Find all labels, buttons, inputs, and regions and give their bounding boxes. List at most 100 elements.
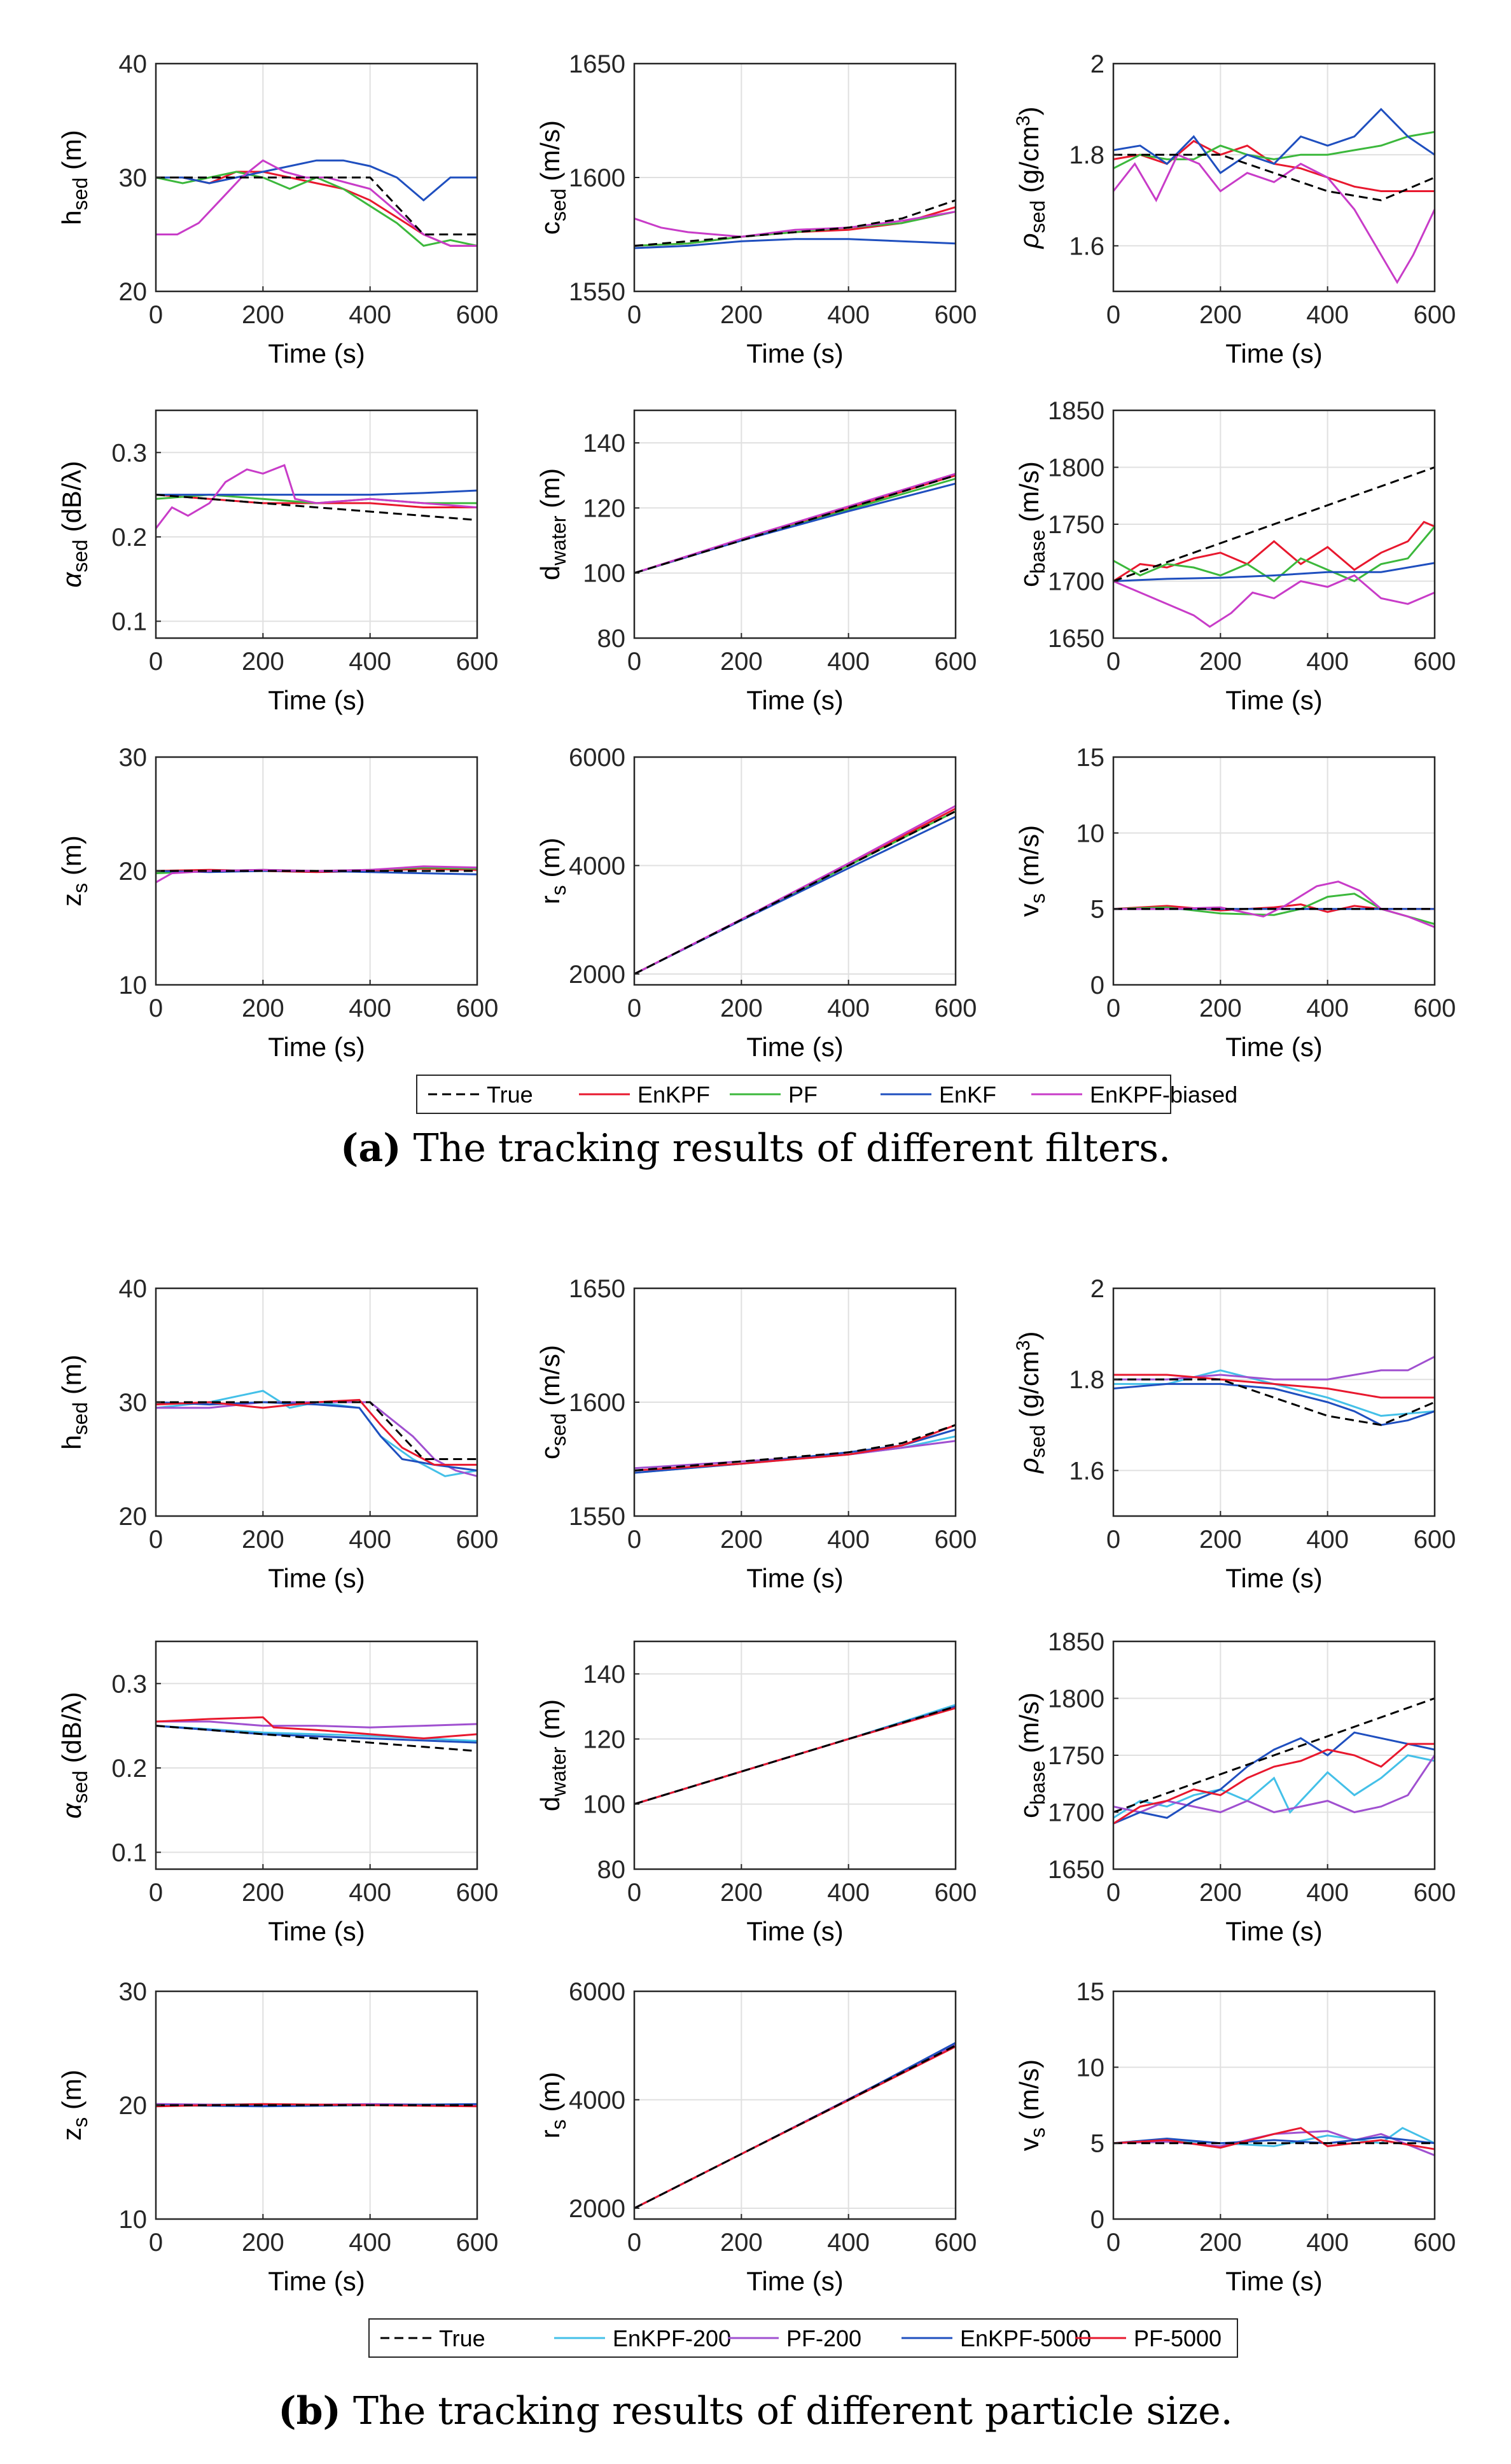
y-tick-label: 1550: [569, 1503, 625, 1531]
y-tick-label: 2000: [569, 961, 625, 989]
series-line-true: [634, 1424, 956, 1472]
legend-label: PF-200: [786, 2325, 861, 2351]
y-tick-label: 140: [583, 1660, 625, 1688]
chart-b-7: 0 200 400 600 2000 4000 6000 Time (s) rs (m): [535, 1978, 977, 2296]
caption-b: (b) The tracking results of different pa…: [0, 2389, 1511, 2433]
series-line-enkpf-200: [1113, 1754, 1435, 1819]
caption-b-label: (b): [278, 2389, 341, 2433]
chart-b-2: 0 200 400 600 1.6 1.8 2 Time (s) ρsed (g/cm3): [1013, 1275, 1456, 1593]
x-tick-label: 400: [1306, 2229, 1349, 2257]
x-tick-label: 600: [456, 2229, 499, 2257]
y-tick-label: 1650: [1048, 625, 1104, 653]
series-line-enkpf-5000: [1113, 1382, 1435, 1426]
y-tick-label: 4000: [569, 2086, 625, 2114]
series-line-pf-5000: [155, 1716, 478, 1740]
y-axis-label: zs (m): [57, 2070, 92, 2141]
x-tick-label: 200: [242, 1526, 284, 1554]
x-axis-label: Time (s): [268, 2266, 365, 2296]
y-axis-label: vs (m/s): [1014, 825, 1049, 917]
y-tick-label: 1700: [1048, 1799, 1104, 1827]
x-tick-label: 200: [720, 301, 763, 329]
chart-a-1: 0 200 400 600 1550 1600 1650 Time (s) csed (m/s): [535, 50, 977, 368]
x-tick-label: 400: [349, 648, 391, 676]
legend-label: EnKPF-200: [613, 2325, 731, 2351]
x-tick-label: 0: [149, 1879, 163, 1907]
y-tick-label: 1.8: [1069, 141, 1104, 169]
chart-b-1: 0 200 400 600 1550 1600 1650 Time (s) csed (m/s): [535, 1275, 977, 1593]
caption-a-label: (a): [340, 1126, 401, 1171]
series-line-enkpf-200: [1113, 1369, 1435, 1417]
series-line-enkf: [1113, 562, 1435, 582]
x-tick-label: 200: [1199, 301, 1242, 329]
x-tick-label: 600: [456, 1879, 499, 1907]
x-tick-label: 600: [935, 301, 977, 329]
x-tick-label: 200: [1199, 994, 1242, 1022]
y-axis-label: dwater (m): [535, 468, 570, 580]
y-tick-label: 140: [583, 429, 625, 457]
x-tick-label: 200: [242, 2229, 284, 2257]
x-tick-label: 400: [349, 994, 391, 1022]
x-tick-label: 200: [720, 994, 763, 1022]
x-tick-label: 0: [627, 1879, 641, 1907]
legend-label: EnKF: [939, 1082, 996, 1108]
x-tick-label: 200: [1199, 648, 1242, 676]
series-line-enkf: [156, 159, 477, 202]
y-axis-label: ρsed (g/cm3): [1013, 106, 1049, 249]
series-line-true: [1113, 1378, 1435, 1426]
y-tick-label: 1.6: [1069, 1457, 1104, 1485]
x-tick-label: 0: [149, 2229, 163, 2257]
y-axis-label: vs (m/s): [1014, 2059, 1049, 2151]
chart-b-3: 0 200 400 600 0.1 0.2 0.3 Time (s) αsed (dB/λ): [57, 1640, 499, 1946]
legend-label: EnKPF-5000: [960, 2325, 1091, 2351]
y-axis-label: cbase (m/s): [1014, 1692, 1049, 1818]
axes-frame: [155, 409, 478, 639]
y-tick-label: 6000: [569, 1978, 625, 2006]
y-axis-label: csed (m/s): [535, 1345, 570, 1459]
series-line-enkpf-biased: [155, 464, 478, 529]
plot-area: [1113, 64, 1435, 291]
series-line-true: [155, 1725, 478, 1752]
series-line-enkpf-5000: [155, 1725, 478, 1744]
x-tick-label: 0: [1106, 1526, 1120, 1554]
y-tick-label: 1.8: [1069, 1366, 1104, 1394]
series-line-enkpf-biased: [634, 211, 956, 238]
y-axis-label: csed (m/s): [535, 120, 570, 235]
legend-b: True EnKPF-200 PF-200 EnKPF-5000 PF-5000: [368, 2318, 1238, 2358]
axes-frame: [1112, 756, 1436, 986]
y-tick-label: 80: [597, 625, 626, 653]
series-line-enkpf-biased: [1113, 574, 1435, 628]
axes-frame: [633, 409, 957, 639]
x-tick-label: 600: [935, 994, 977, 1022]
legend-a: True EnKPF PF EnKF EnKPF-biased: [416, 1075, 1237, 1114]
x-tick-label: 0: [149, 301, 163, 329]
x-tick-label: 400: [1306, 648, 1349, 676]
y-tick-label: 6000: [569, 744, 625, 772]
legend-label: True: [439, 2325, 485, 2351]
chart-a-0: 0 200 400 600 20 30 40 Time (s) hsed (m): [57, 50, 498, 368]
x-tick-label: 200: [242, 994, 284, 1022]
x-tick-label: 0: [1106, 648, 1120, 676]
caption-b-text: The tracking results of different partic…: [353, 2389, 1233, 2433]
chart-b-0: 0 200 400 600 20 30 40 Time (s) hsed (m): [57, 1275, 498, 1593]
series-line-true: [634, 199, 956, 247]
x-tick-label: 200: [720, 648, 763, 676]
y-tick-label: 1650: [569, 50, 625, 78]
y-tick-label: 20: [119, 278, 148, 306]
x-tick-label: 600: [1414, 2229, 1456, 2257]
axes-frame: [1112, 1287, 1436, 1517]
y-tick-label: 0.3: [111, 439, 147, 467]
legend-label: EnKPF-biased: [1090, 1082, 1237, 1108]
y-tick-label: 1600: [569, 1389, 625, 1417]
x-tick-label: 0: [149, 994, 163, 1022]
series-line-enkf: [634, 238, 956, 249]
x-tick-label: 600: [1414, 1526, 1456, 1554]
chart-a-7: 0 200 400 600 2000 4000 6000 Time (s) rs (m): [535, 744, 977, 1062]
series-line-true: [1113, 466, 1435, 582]
y-tick-label: 1800: [1048, 454, 1104, 482]
axes-frame: [633, 1990, 957, 2220]
series-line-enkpf: [1113, 903, 1435, 913]
x-tick-label: 200: [720, 1879, 763, 1907]
axes-frame: [633, 1640, 957, 1870]
y-axis-label: rs (m): [535, 838, 570, 905]
